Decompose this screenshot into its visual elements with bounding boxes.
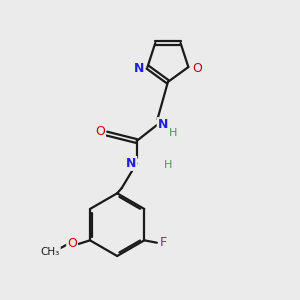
Text: O: O <box>95 125 105 138</box>
Text: N: N <box>126 157 136 170</box>
Text: CH₃: CH₃ <box>41 247 60 257</box>
Text: O: O <box>192 62 202 75</box>
Text: H: H <box>169 128 178 138</box>
Text: F: F <box>160 236 167 249</box>
Text: H: H <box>164 160 173 170</box>
Text: N: N <box>158 118 168 131</box>
Text: N: N <box>134 62 144 75</box>
Text: O: O <box>67 237 77 250</box>
